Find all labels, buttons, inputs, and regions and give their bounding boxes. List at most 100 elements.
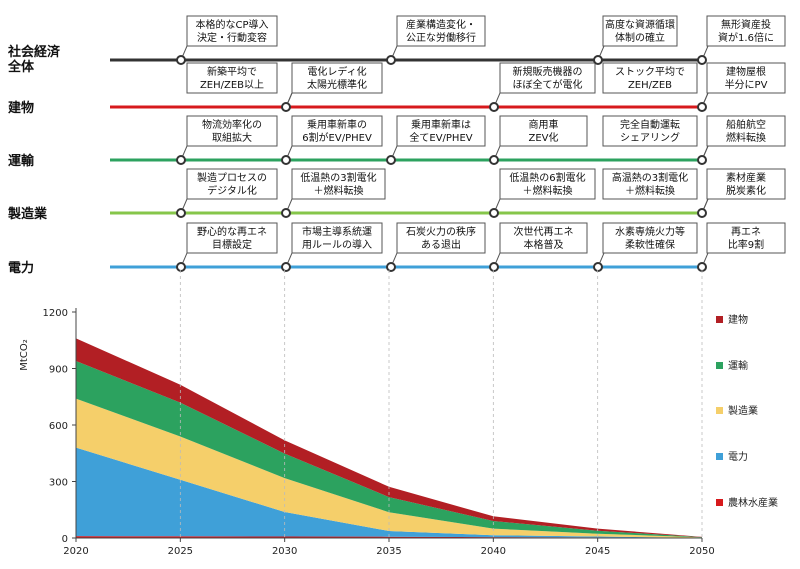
milestone-box xyxy=(186,115,278,147)
milestone-box xyxy=(706,62,786,94)
timeline-node xyxy=(176,155,186,165)
sector-label: 運輸 xyxy=(8,153,35,169)
legend-swatch xyxy=(716,453,723,460)
x-tick-label: 2035 xyxy=(376,546,401,557)
milestone: 低温熱の3割電化＋燃料転換 xyxy=(285,168,386,214)
area-series xyxy=(76,447,702,538)
milestone-text: 完全自動運転シェアリング xyxy=(620,118,680,144)
timeline-node xyxy=(593,262,603,272)
x-tick-label: 2050 xyxy=(689,546,714,557)
timeline-node xyxy=(176,55,186,65)
x-tick-label: 2030 xyxy=(272,546,297,557)
milestone-box xyxy=(186,168,278,200)
milestone-text: 商用車 ZEV化 xyxy=(528,118,558,144)
milestone-text: 乗用車新車は全てEV/PHEV xyxy=(409,118,472,144)
timeline-node xyxy=(386,155,396,165)
milestone-box xyxy=(396,15,486,47)
milestone-box xyxy=(291,62,383,94)
milestone: 乗用車新車は全てEV/PHEV xyxy=(390,115,486,161)
milestone: 市場主導系統運用ルールの導入 xyxy=(285,222,383,268)
area-series xyxy=(76,398,702,538)
timeline-node xyxy=(386,55,396,65)
sector-label: 電力 xyxy=(8,260,34,276)
milestone: 低温熱の6割電化＋燃料転換 xyxy=(493,168,596,214)
milestone-box xyxy=(499,222,588,254)
milestone-box xyxy=(706,15,786,47)
timeline-node xyxy=(386,262,396,272)
legend-item: 製造業 xyxy=(716,404,758,417)
milestone: 本格的なCP導入決定・行動変容 xyxy=(180,15,278,61)
milestone-text: ストック平均で ZEH/ZEB xyxy=(615,66,685,91)
legend-swatch xyxy=(716,407,723,414)
y-tick-label: 900 xyxy=(49,365,68,376)
milestone-box xyxy=(499,168,596,200)
legend-item: 運輸 xyxy=(716,359,748,372)
x-tick-label: 2025 xyxy=(168,546,193,557)
legend-label: 製造業 xyxy=(728,404,758,417)
milestone-box xyxy=(186,62,278,94)
area-series xyxy=(76,361,702,538)
milestone-text: 物流効率化の取組拡大 xyxy=(202,118,262,144)
timeline-node xyxy=(489,262,499,272)
milestone-text: 船舶航空燃料転換 xyxy=(726,118,766,144)
x-tick-label: 2045 xyxy=(585,546,610,557)
milestone-box xyxy=(602,168,698,200)
legend-label: 農林水産業 xyxy=(728,496,778,509)
timeline-node xyxy=(697,262,707,272)
timeline-node xyxy=(281,208,291,218)
milestone: 製造プロセスのデジタル化 xyxy=(180,168,278,214)
milestone: 水素専焼火力等柔軟性確保 xyxy=(597,222,698,268)
milestone-text: 新築平均で ZEH/ZEB以上 xyxy=(200,65,264,91)
milestone: 電化レディ化太陽光標準化 xyxy=(285,62,383,108)
milestone-text: 水素専焼火力等柔軟性確保 xyxy=(615,225,685,251)
timeline-node xyxy=(176,208,186,218)
milestone: 野心的な再エネ目標設定 xyxy=(180,222,278,268)
y-tick-label: 0 xyxy=(62,534,68,545)
legend-swatch xyxy=(716,362,723,369)
area-series xyxy=(76,536,702,538)
legend-swatch xyxy=(716,499,723,506)
milestone-text: 新規販売機器のほぼ全てが電化 xyxy=(513,65,583,91)
milestone-text: 電化レディ化太陽光標準化 xyxy=(307,65,367,91)
milestone-box xyxy=(291,222,383,254)
timeline-node xyxy=(697,155,707,165)
milestone: ストック平均で ZEH/ZEB xyxy=(602,62,709,108)
milestone-text: 製造プロセスのデジタル化 xyxy=(197,171,267,197)
y-tick-label: 1200 xyxy=(43,308,68,319)
timeline-node xyxy=(697,102,707,112)
milestone: 石炭火力の秩序ある退出 xyxy=(390,222,486,268)
milestone: 高温熱の3割電化＋燃料転換 xyxy=(602,168,709,214)
legend-label: 電力 xyxy=(728,450,748,463)
milestone: 無形資産投資が1.6倍に xyxy=(701,15,786,61)
legend-label: 運輸 xyxy=(728,359,748,372)
sector-label: 建物 xyxy=(8,100,34,116)
milestone: 商用車 ZEV化 xyxy=(493,115,588,161)
milestone-text: 次世代再エネ本格普及 xyxy=(514,225,574,251)
milestone-box xyxy=(291,115,383,147)
milestone: 建物屋根半分にPV xyxy=(701,62,786,108)
legend-swatch xyxy=(716,316,723,323)
milestone: 新規販売機器のほぼ全てが電化 xyxy=(493,62,596,108)
milestone-text: 乗用車新車の 6割がEV/PHEV xyxy=(302,118,372,144)
milestone-box xyxy=(291,168,386,200)
milestone-box xyxy=(186,222,278,254)
x-tick-label: 2040 xyxy=(481,546,506,557)
sector-label: 社会経済全体 xyxy=(7,44,61,75)
milestone: 次世代再エネ本格普及 xyxy=(493,222,588,268)
milestone-text: 市場主導系統運用ルールの導入 xyxy=(302,225,372,251)
milestone: 産業構造変化・公正な労働移行 xyxy=(390,15,486,61)
y-tick-label: 600 xyxy=(49,421,68,432)
milestone-text: 産業構造変化・公正な労働移行 xyxy=(406,18,476,44)
timeline-node xyxy=(593,55,603,65)
sector-label: 製造業 xyxy=(7,206,48,222)
timeline-node xyxy=(697,208,707,218)
milestone-box xyxy=(602,62,698,94)
legend-item: 農林水産業 xyxy=(716,496,778,509)
milestone-text: 高温熱の3割電化＋燃料転換 xyxy=(612,171,688,197)
milestone-box xyxy=(499,115,588,147)
milestone-text: 本格的なCP導入決定・行動変容 xyxy=(195,18,268,44)
y-axis-label: MtCO₂ xyxy=(19,339,30,370)
milestone: 船舶航空燃料転換 xyxy=(701,115,786,161)
timeline-node xyxy=(489,102,499,112)
